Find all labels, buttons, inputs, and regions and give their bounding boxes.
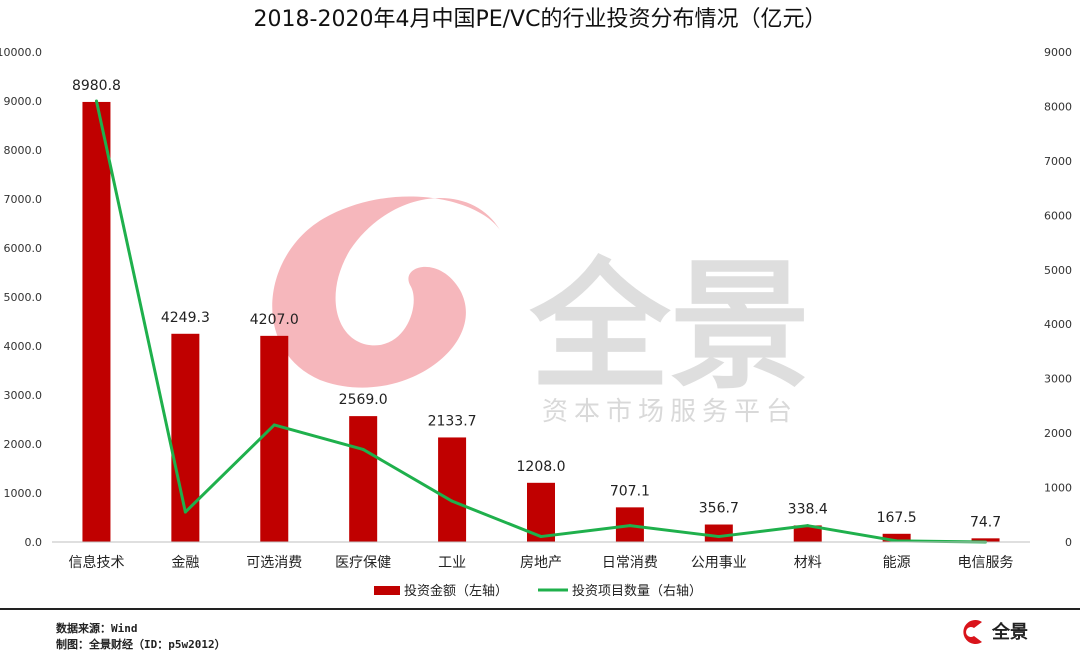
bar	[438, 437, 467, 542]
y-left-tick-label: 0.0	[25, 536, 43, 549]
y-right-tick-label: 3000	[1044, 373, 1072, 386]
y-right-tick-label: 9000	[1044, 46, 1072, 59]
x-tick-label: 医疗保健	[335, 555, 391, 571]
y-right-tick-label: 6000	[1044, 209, 1072, 222]
watermark-brand: 全景	[529, 246, 810, 409]
x-tick-label: 可选消费	[246, 555, 302, 571]
line-point	[361, 447, 365, 451]
y-left-tick-label: 2000.0	[4, 438, 43, 451]
data-label: 2569.0	[339, 392, 388, 408]
line-point	[628, 524, 632, 528]
chart-maker: 制图：全景财经（ID：p5w2012）	[56, 638, 226, 651]
footer: 数据来源：Wind 制图：全景财经（ID：p5w2012） 全景	[0, 608, 1080, 654]
y-left-tick-label: 3000.0	[4, 389, 43, 402]
data-label: 2133.7	[428, 413, 477, 429]
x-tick-label: 日常消费	[602, 555, 658, 571]
y-right-tick-label: 1000	[1044, 482, 1072, 495]
y-right-tick-label: 0	[1065, 536, 1072, 549]
y-left-tick-label: 8000.0	[4, 144, 43, 157]
bar	[971, 538, 1000, 542]
y-right-tick-label: 5000	[1044, 264, 1072, 277]
brand-logo: 全景	[963, 620, 1028, 644]
legend-label-count: 投资项目数量（右轴）	[572, 583, 702, 599]
watermark-logo-icon	[272, 196, 500, 388]
line-point	[539, 535, 543, 539]
line-point	[272, 423, 276, 427]
bar	[82, 101, 111, 543]
x-tick-label: 能源	[883, 555, 911, 571]
y-axis-right: 0 1000 2000 3000 4000 5000 6000 7000 8000 9000	[1044, 46, 1072, 549]
data-label: 338.4	[788, 501, 828, 517]
bar	[349, 416, 378, 542]
x-tick-label: 材料	[794, 555, 822, 571]
footer-divider	[0, 608, 1080, 610]
data-source: 数据来源：Wind	[56, 622, 138, 635]
line-point	[806, 524, 810, 528]
bar	[882, 533, 911, 542]
line-point	[450, 499, 454, 503]
chart: 2018-2020年4月中国PE/VC的行业投资分布情况（亿元） 全景资本市场服…	[0, 7, 1072, 599]
watermark-tagline: 资本市场服务平台	[542, 397, 798, 427]
line-point	[717, 535, 721, 539]
data-label: 356.7	[699, 501, 739, 517]
line-point	[94, 99, 98, 103]
y-left-tick-label: 9000.0	[4, 95, 43, 108]
bar	[704, 524, 733, 542]
x-tick-label: 信息技术	[68, 554, 124, 571]
x-tick-label: 金融	[171, 555, 199, 571]
data-label: 1208.0	[517, 459, 566, 475]
data-label: 4207.0	[250, 312, 299, 328]
y-right-tick-label: 4000	[1044, 318, 1072, 331]
bar	[793, 525, 822, 542]
brand-logo-icon	[963, 620, 982, 644]
y-left-tick-label: 7000.0	[4, 193, 43, 206]
y-left-tick-label: 10000.0	[0, 46, 42, 59]
y-right-tick-label: 2000	[1044, 427, 1072, 440]
legend-label-amount: 投资金额（左轴）	[404, 583, 508, 599]
data-label: 74.7	[970, 514, 1001, 530]
y-right-tick-label: 8000	[1044, 100, 1072, 113]
legend-swatch-bar	[374, 586, 400, 595]
data-label: 8980.8	[72, 78, 121, 94]
data-label: 167.5	[877, 510, 917, 526]
y-left-tick-label: 5000.0	[4, 291, 43, 304]
x-tick-label: 房地产	[520, 555, 562, 571]
y-axis-left: 0.0 1000.0 2000.0 3000.0 4000.0 5000.0 6000.0 7…	[0, 46, 42, 549]
y-left-tick-label: 6000.0	[4, 242, 43, 255]
data-label: 707.1	[610, 483, 650, 499]
x-tick-label: 公用事业	[691, 555, 747, 571]
y-left-tick-label: 4000.0	[4, 340, 43, 353]
brand-logo-text: 全景	[991, 621, 1028, 643]
x-tick-label: 工业	[438, 555, 466, 571]
bar	[260, 335, 289, 542]
y-right-tick-label: 7000	[1044, 155, 1072, 168]
x-axis: 信息技术 金融 可选消费 医疗保健 工业 房地产 日常消费 公用事业 材料 能源 电信服务	[52, 541, 1030, 571]
line-point	[183, 510, 187, 514]
chart-title: 2018-2020年4月中国PE/VC的行业投资分布情况（亿元）	[254, 7, 827, 32]
y-left-tick-label: 1000.0	[4, 487, 43, 500]
x-tick-label: 电信服务	[958, 555, 1014, 571]
data-label: 4249.3	[161, 310, 210, 326]
legend: 投资金额（左轴） 投资项目数量（右轴）	[374, 583, 702, 599]
